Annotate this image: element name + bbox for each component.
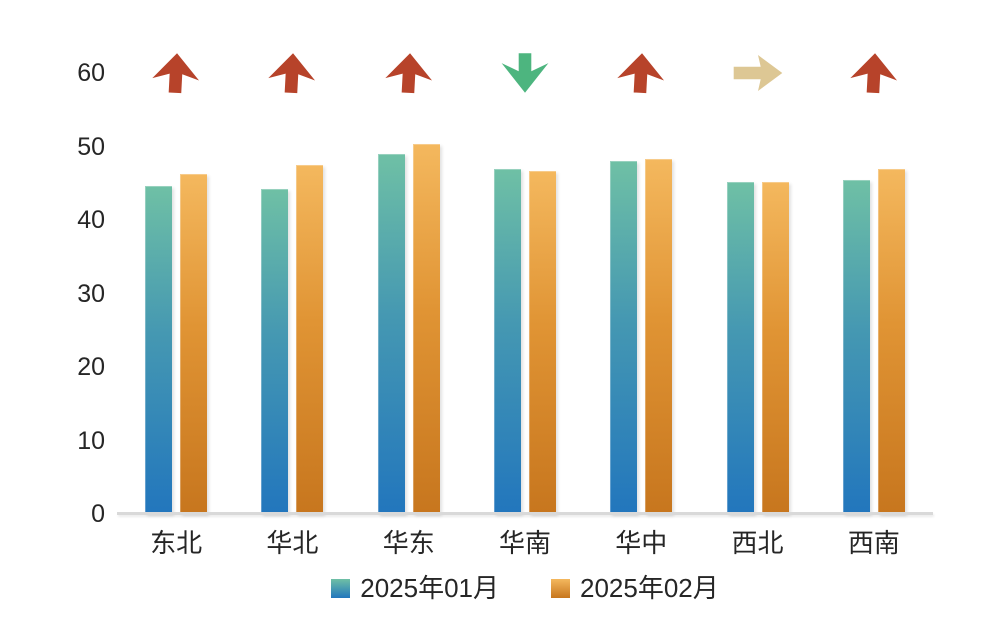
x-category-label: 华中 — [615, 528, 668, 558]
bar-series1 — [610, 161, 638, 514]
bar-group — [118, 53, 234, 514]
bar-series2 — [180, 173, 208, 514]
legend-swatch-icon — [331, 578, 351, 598]
bar-group — [351, 53, 467, 514]
bar-series2 — [761, 181, 789, 514]
legend-swatch-icon — [551, 578, 570, 598]
x-category-label: 华北 — [266, 528, 319, 558]
legend: 2025年01月 2025年02月 — [118, 573, 932, 603]
x-category-label: 华南 — [498, 528, 551, 558]
bar-series2 — [877, 169, 905, 514]
plot-area — [118, 53, 932, 514]
bar-series1 — [377, 153, 405, 514]
x-category-label: 西北 — [731, 528, 784, 558]
bar-series1 — [493, 168, 521, 514]
y-tick-label: 60 — [77, 59, 105, 87]
trend-right-arrow-icon — [731, 51, 785, 95]
y-tick-label: 0 — [91, 500, 105, 528]
trend-up-arrow-icon — [382, 51, 436, 95]
bar-series2 — [296, 164, 324, 514]
trend-up-arrow-icon — [265, 51, 319, 95]
bar-group — [583, 53, 699, 514]
legend-label: 2025年01月 — [360, 573, 499, 603]
legend-item: 2025年01月 — [331, 573, 499, 603]
bar-series1 — [261, 189, 289, 514]
x-category-label: 东北 — [150, 528, 203, 558]
trend-up-arrow-icon — [847, 51, 901, 95]
y-tick-label: 20 — [77, 353, 105, 381]
y-tick-label: 30 — [77, 279, 105, 308]
bar-group — [699, 55, 815, 514]
bar-series2 — [412, 143, 440, 514]
y-tick-label: 40 — [77, 206, 105, 234]
y-tick-label: 50 — [77, 132, 105, 161]
x-category-label: 华东 — [382, 528, 435, 558]
bar-group — [816, 53, 932, 514]
x-category-label: 西南 — [847, 528, 900, 558]
trend-up-arrow-icon — [614, 51, 668, 95]
legend-item: 2025年02月 — [551, 573, 719, 603]
bar-series1 — [145, 186, 173, 514]
legend-label: 2025年02月 — [580, 573, 719, 603]
trend-up-arrow-icon — [149, 51, 203, 95]
bar-series1 — [726, 181, 754, 514]
y-tick-label: 10 — [77, 426, 105, 455]
bar-series2 — [645, 159, 673, 514]
x-axis-line — [117, 512, 933, 515]
bar-series1 — [842, 179, 870, 514]
bar-series2 — [528, 170, 556, 514]
trend-down-arrow-icon — [498, 51, 552, 95]
bar-group — [234, 53, 350, 514]
bar-group — [467, 53, 583, 514]
